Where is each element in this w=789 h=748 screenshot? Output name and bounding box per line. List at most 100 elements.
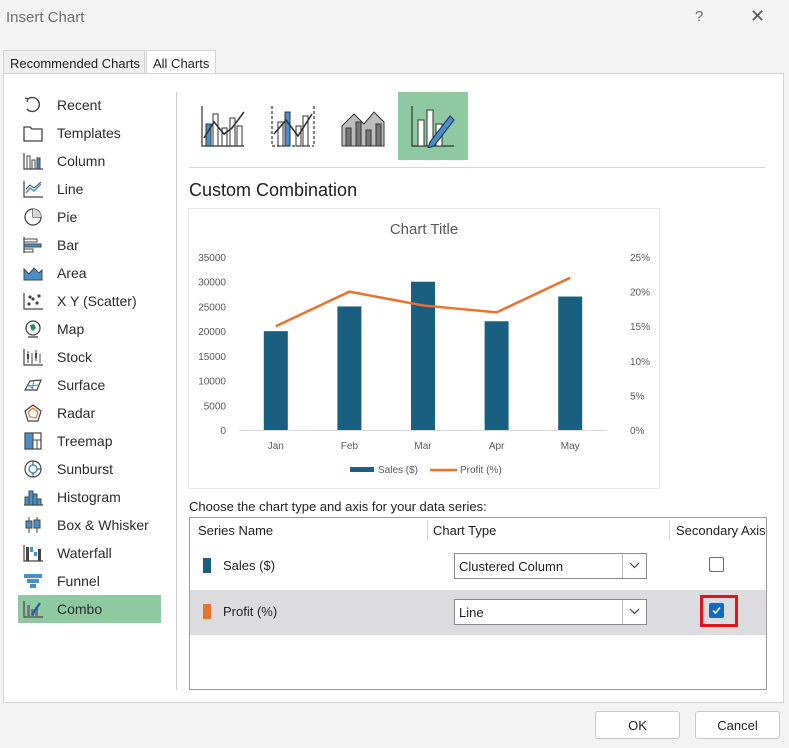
sidebar-item-pie[interactable]: Pie (18, 203, 161, 231)
sidebar-item-combo[interactable]: Combo (18, 595, 161, 623)
secondary-axis-tick-label: 5% (630, 391, 645, 402)
chevron-down-icon (629, 562, 640, 569)
sidebar-item-label: Surface (57, 377, 106, 393)
sidebar-item-label: Line (57, 181, 84, 197)
sidebar-item-histogram[interactable]: Histogram (18, 483, 161, 511)
ok-button-label: OK (628, 717, 647, 733)
primary-axis-tick-label: 0 (220, 426, 226, 437)
sidebar-item-label: Histogram (57, 489, 121, 505)
secondary-axis-tick-label: 10% (630, 357, 650, 368)
primary-axis-tick-label: 5000 (204, 401, 227, 412)
recent-icon (24, 96, 41, 113)
primary-axis-tick-label: 30000 (198, 278, 226, 289)
templates-icon (23, 126, 43, 142)
sunburst-chart-icon (24, 460, 42, 478)
column-separator (669, 520, 670, 540)
secondary-axis-tick-label: 0% (630, 426, 645, 437)
series-prompt: Choose the chart type and axis for your … (189, 499, 487, 514)
sidebar-item-label: Map (57, 321, 85, 337)
sidebar-item-label: Templates (57, 125, 121, 141)
x-axis-tick-label: Feb (341, 441, 359, 452)
sidebar-item-sunburst[interactable]: Sunburst (18, 455, 161, 483)
cancel-button[interactable]: Cancel (695, 711, 780, 739)
clustered-column-line-icon (201, 106, 245, 147)
bar-jan (263, 331, 288, 430)
sidebar-item-recent[interactable]: Recent (18, 91, 161, 119)
highlight-box (700, 595, 738, 627)
dropdown-value: Line (459, 605, 484, 620)
legend-swatch-sales (350, 467, 374, 472)
combo-chart-icon (23, 601, 43, 618)
radar-chart-icon (24, 404, 42, 422)
sidebar-item-templates[interactable]: Templates (18, 119, 161, 147)
x-axis-tick-label: Jan (268, 441, 284, 452)
x-axis-tick-label: Apr (489, 441, 505, 452)
legend-label-sales: Sales ($) (378, 465, 418, 476)
window-title: Insert Chart (6, 9, 85, 26)
tab-all-charts[interactable]: All Charts (146, 50, 216, 74)
dropdown-value: Clustered Column (459, 559, 564, 574)
close-icon[interactable]: ✕ (750, 6, 766, 26)
primary-axis-tick-label: 15000 (198, 352, 226, 363)
stock-chart-icon (23, 349, 43, 366)
column-header-secondary-axis: Secondary Axis (676, 523, 766, 538)
chart-type-dropdown[interactable]: Line (454, 599, 647, 625)
sidebar-item-label: Combo (57, 601, 103, 617)
treemap-chart-icon (24, 432, 42, 450)
secondary-axis-tick-label: 20% (630, 288, 650, 299)
primary-axis-tick-label: 35000 (198, 253, 226, 264)
sidebar-item-area[interactable]: Area (18, 259, 161, 287)
box-whisker-chart-icon (25, 517, 41, 533)
dropdown-arrow[interactable] (622, 600, 646, 624)
sidebar-item-label: Bar (57, 237, 79, 253)
ok-button[interactable]: OK (595, 711, 680, 739)
sidebar-item-label: X Y (Scatter) (57, 293, 137, 309)
cancel-button-label: Cancel (717, 717, 758, 733)
column-header-chart-type: Chart Type (433, 523, 497, 538)
sidebar-item-box-whisker[interactable]: Box & Whisker (18, 511, 161, 539)
sidebar-item-label: Pie (57, 209, 78, 225)
primary-axis-tick-label: 20000 (198, 327, 226, 338)
combo-subtype-custom-combination[interactable] (398, 92, 468, 160)
sidebar-divider (176, 92, 177, 690)
sidebar-item-treemap[interactable]: Treemap (18, 427, 161, 455)
bar-chart-icon (23, 237, 42, 253)
map-chart-icon (25, 320, 41, 338)
chart-preview: Chart Title 35000 30000 25000 20000 15000 1000… (188, 208, 660, 489)
column-chart-icon (23, 153, 43, 170)
sidebar-item-label: Area (57, 265, 87, 281)
subtype-divider (189, 167, 765, 168)
sidebar-item-surface[interactable]: Surface (18, 371, 161, 399)
sidebar-item-label: Box & Whisker (57, 517, 149, 533)
bar-may (558, 296, 583, 430)
chart-type-dropdown[interactable]: Clustered Column (454, 553, 647, 579)
sidebar-item-column[interactable]: Column (18, 147, 161, 175)
column-separator (427, 520, 428, 540)
funnel-chart-icon (24, 574, 42, 588)
histogram-chart-icon (24, 490, 43, 506)
dropdown-arrow[interactable] (622, 554, 646, 578)
sidebar-item-waterfall[interactable]: Waterfall (18, 539, 161, 567)
sidebar-item-radar[interactable]: Radar (18, 399, 161, 427)
series-name: Profit (%) (223, 604, 278, 619)
sidebar-item-line[interactable]: Line (18, 175, 161, 203)
line-chart-icon (23, 181, 43, 198)
sidebar-item-stock[interactable]: Stock (18, 343, 161, 371)
scatter-chart-icon (23, 293, 43, 310)
sidebar-item-funnel[interactable]: Funnel (18, 567, 161, 595)
secondary-axis-checkbox[interactable] (709, 603, 724, 618)
combo-subtype-clustered-column-line-secondary-axis[interactable] (258, 92, 328, 160)
tab-recommended-charts[interactable]: Recommended Charts (3, 50, 145, 74)
combo-subtype-stacked-area-clustered-column[interactable] (328, 92, 398, 160)
sidebar-item-bar[interactable]: Bar (18, 231, 161, 259)
legend-label-profit: Profit (%) (460, 465, 502, 476)
checkmark-icon (712, 607, 721, 615)
custom-combination-icon (411, 106, 455, 148)
surface-chart-icon (23, 379, 42, 391)
sidebar-item-map[interactable]: Map (18, 315, 161, 343)
series-color-swatch (203, 604, 211, 619)
sidebar-item-xy-scatter[interactable]: X Y (Scatter) (18, 287, 161, 315)
secondary-axis-checkbox[interactable] (709, 557, 724, 572)
combo-subtype-clustered-column-line[interactable] (188, 92, 258, 160)
help-icon[interactable]: ? (695, 8, 704, 25)
